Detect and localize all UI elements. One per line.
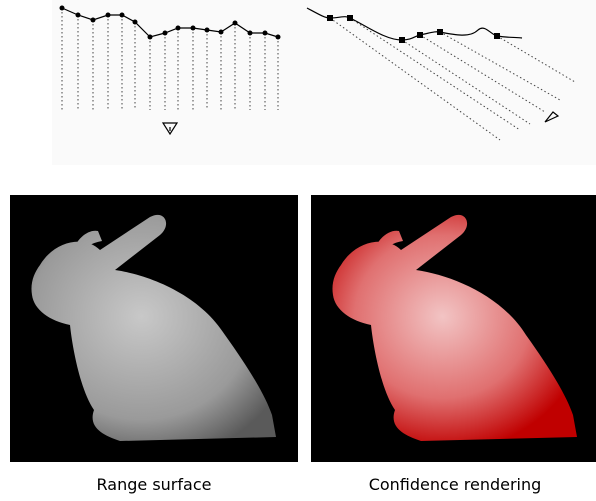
caption: Range surface: [97, 475, 212, 494]
figure: Range surface Confidence rendering: [0, 0, 596, 501]
figure-page: Range surface Confidence rendering: [0, 0, 596, 501]
diagram-background: [52, 0, 596, 165]
caption: Confidence rendering: [369, 475, 542, 494]
